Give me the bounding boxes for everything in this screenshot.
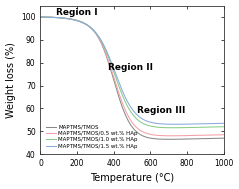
MAPTMS/TMOS/1.5 wt.% HAp bbox=[219, 122, 222, 125]
Text: Region I: Region I bbox=[56, 8, 98, 17]
MAPTMS/TMOS bbox=[117, 95, 120, 98]
MAPTMS/TMOS bbox=[222, 137, 225, 139]
MAPTMS/TMOS/1.0 wt.% HAp bbox=[109, 62, 112, 64]
MAPTMS/TMOS/1.5 wt.% HAp bbox=[117, 81, 120, 83]
X-axis label: Temperature (°C): Temperature (°C) bbox=[90, 174, 174, 184]
MAPTMS/TMOS/1.0 wt.% HAp bbox=[71, 18, 74, 21]
MAPTMS/TMOS/1.0 wt.% HAp bbox=[172, 127, 174, 129]
Y-axis label: Weight loss (%): Weight loss (%) bbox=[5, 42, 16, 118]
MAPTMS/TMOS/1.5 wt.% HAp bbox=[60, 17, 63, 19]
MAPTMS/TMOS bbox=[60, 17, 63, 19]
MAPTMS/TMOS bbox=[109, 69, 112, 71]
MAPTMS/TMOS/1.0 wt.% HAp bbox=[222, 126, 225, 128]
MAPTMS/TMOS/0.5 wt.% HAp bbox=[222, 134, 225, 136]
MAPTMS/TMOS/1.5 wt.% HAp bbox=[199, 123, 202, 125]
MAPTMS/TMOS/1.5 wt.% HAp bbox=[222, 122, 225, 124]
MAPTMS/TMOS/1.0 wt.% HAp bbox=[117, 84, 120, 87]
Line: MAPTMS/TMOS: MAPTMS/TMOS bbox=[40, 17, 224, 139]
MAPTMS/TMOS/1.0 wt.% HAp bbox=[199, 126, 202, 129]
Legend: MAPTMS/TMOS, MAPTMS/TMOS/0.5 wt.% HAp, MAPTMS/TMOS/1.0 wt.% HAp, MAPTMS/TMOS/1.5: MAPTMS/TMOS, MAPTMS/TMOS/0.5 wt.% HAp, M… bbox=[45, 123, 139, 150]
MAPTMS/TMOS bbox=[39, 16, 42, 18]
Line: MAPTMS/TMOS/0.5 wt.% HAp: MAPTMS/TMOS/0.5 wt.% HAp bbox=[40, 17, 224, 136]
MAPTMS/TMOS/0.5 wt.% HAp bbox=[117, 91, 120, 94]
MAPTMS/TMOS/1.0 wt.% HAp bbox=[219, 126, 222, 128]
MAPTMS/TMOS bbox=[168, 138, 171, 140]
MAPTMS/TMOS/0.5 wt.% HAp bbox=[109, 67, 112, 69]
MAPTMS/TMOS bbox=[199, 138, 202, 140]
MAPTMS/TMOS/0.5 wt.% HAp bbox=[170, 135, 173, 137]
Line: MAPTMS/TMOS/1.5 wt.% HAp: MAPTMS/TMOS/1.5 wt.% HAp bbox=[40, 17, 224, 124]
MAPTMS/TMOS/1.5 wt.% HAp bbox=[174, 123, 177, 125]
Line: MAPTMS/TMOS/1.0 wt.% HAp: MAPTMS/TMOS/1.0 wt.% HAp bbox=[40, 17, 224, 128]
MAPTMS/TMOS bbox=[71, 18, 74, 20]
MAPTMS/TMOS/0.5 wt.% HAp bbox=[219, 134, 222, 136]
Text: Region III: Region III bbox=[137, 106, 186, 115]
Text: Region II: Region II bbox=[108, 63, 153, 72]
MAPTMS/TMOS/0.5 wt.% HAp bbox=[199, 134, 202, 136]
MAPTMS/TMOS/0.5 wt.% HAp bbox=[39, 16, 42, 18]
MAPTMS/TMOS bbox=[219, 137, 222, 139]
MAPTMS/TMOS/1.5 wt.% HAp bbox=[71, 18, 74, 21]
MAPTMS/TMOS/1.0 wt.% HAp bbox=[60, 17, 63, 19]
MAPTMS/TMOS/1.5 wt.% HAp bbox=[39, 16, 42, 18]
MAPTMS/TMOS/0.5 wt.% HAp bbox=[71, 18, 74, 21]
MAPTMS/TMOS/0.5 wt.% HAp bbox=[60, 17, 63, 19]
MAPTMS/TMOS/1.0 wt.% HAp bbox=[39, 16, 42, 18]
MAPTMS/TMOS/1.5 wt.% HAp bbox=[109, 60, 112, 62]
